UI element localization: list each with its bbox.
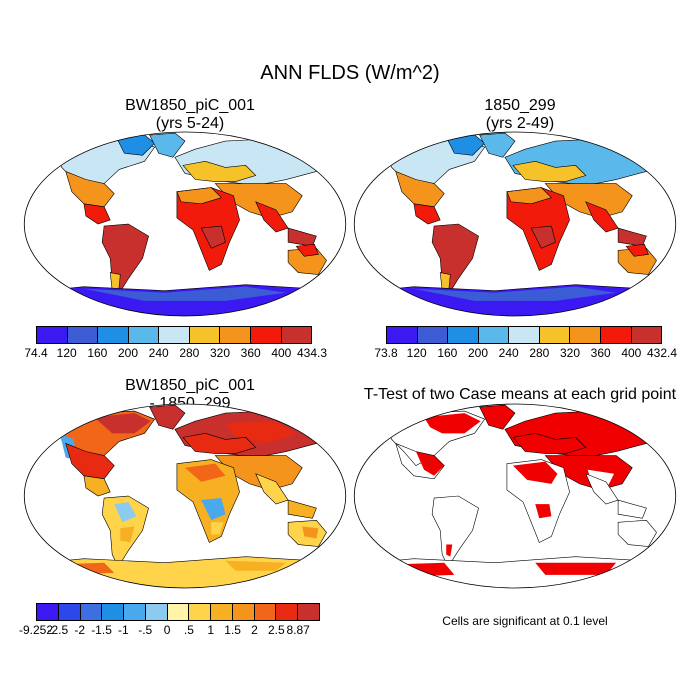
- colorbar-swatch: [570, 327, 601, 343]
- colorbar-tick-label: 2.5: [267, 623, 285, 637]
- colorbar-swatch: [211, 604, 233, 620]
- colorbar-tick-label: 0: [163, 623, 171, 637]
- colorbar-tick-label: 73.8: [374, 346, 398, 360]
- colorbar-tick-label: -2: [74, 623, 86, 637]
- panel-title-case1-line2: (yrs 5-24): [155, 115, 225, 132]
- colorbar-diff: [36, 603, 320, 621]
- colorbar-swatch: [159, 327, 190, 343]
- colorbar-tick-label: 434.3: [296, 346, 328, 360]
- colorbar-swatch: [67, 327, 99, 343]
- colorbar-swatch: [189, 327, 221, 343]
- colorbar-tick-label: 160: [87, 346, 108, 360]
- colorbar-swatch: [232, 604, 255, 620]
- panel-title-case1-line1: BW1850_piC_001: [125, 97, 255, 114]
- figure-title: ANN FLDS (W/m^2): [260, 62, 440, 84]
- colorbar-swatch: [124, 604, 146, 620]
- colorbar-swatch: [98, 327, 129, 343]
- colorbar-swatch: [254, 604, 277, 620]
- colorbar-tick-label: 1.5: [224, 623, 241, 637]
- colorbar-swatch: [448, 327, 479, 343]
- map-diff: [23, 403, 347, 589]
- colorbar-tick-label: 432.4: [646, 346, 678, 360]
- colorbar-tick-label: 360: [240, 346, 261, 360]
- colorbar-swatch: [417, 327, 449, 343]
- colorbar-swatch: [145, 604, 168, 620]
- colorbar-tick-label: 280: [179, 346, 200, 360]
- colorbar-tick-label: 1: [207, 623, 215, 637]
- colorbar-tick-label: 2: [251, 623, 258, 637]
- colorbar-swatch: [387, 327, 418, 343]
- colorbar-tick-label: 74.4: [24, 346, 48, 360]
- colorbar-swatch: [102, 604, 125, 620]
- colorbar-swatch: [281, 327, 312, 343]
- colorbar-tick-label: 8.87: [286, 623, 310, 637]
- colorbar-swatch: [128, 327, 160, 343]
- colorbar-swatch: [167, 604, 190, 620]
- colorbar-tick-label: 320: [209, 346, 231, 360]
- significance-note: Cells are significant at 0.1 level: [442, 614, 608, 628]
- panel-title-case1: BW1850_piC_001 (yrs 5-24): [60, 97, 320, 133]
- colorbar-swatch: [80, 604, 103, 620]
- colorbar-swatch: [189, 604, 212, 620]
- colorbar-case2: [386, 326, 662, 344]
- colorbar-tick-label: 240: [148, 346, 169, 360]
- colorbar-case2-labels: 73.8 120 160 200 240 280 320 360 400 432.4: [374, 346, 677, 360]
- colorbar-swatch: [298, 604, 319, 620]
- colorbar-case1-labels: 74.4 120 160 200 240 280 320 360 400 434.3: [24, 346, 327, 360]
- colorbar-tick-label: -1.5: [91, 623, 112, 637]
- panel-title-case2-line2: (yrs 2-49): [485, 115, 555, 132]
- colorbar-swatch: [37, 604, 59, 620]
- colorbar-tick-label: 240: [498, 346, 519, 360]
- colorbar-diff-labels: -9.252 -2.5 -2 -1.5 -1 -.5 0 .5 1 1.5 2 2.5 8.87: [19, 623, 320, 637]
- colorbar-tick-label: -1: [118, 623, 129, 637]
- colorbar-tick-label: 360: [590, 346, 611, 360]
- colorbar-swatch: [220, 327, 251, 343]
- panel-title-case2-line1: 1850_299: [484, 97, 556, 114]
- colorbar-swatch: [600, 327, 632, 343]
- colorbar-tick-label: 280: [529, 346, 550, 360]
- colorbar-tick-label: -2.5: [47, 623, 69, 637]
- colorbar-tick-label: 200: [117, 346, 139, 360]
- map-case1: [23, 131, 347, 317]
- map-ttest: [353, 403, 677, 589]
- panel-title-case2: 1850_299 (yrs 2-49): [390, 97, 650, 133]
- colorbar-swatch: [58, 604, 81, 620]
- colorbar-tick-label: 400: [621, 346, 642, 360]
- colorbar-swatch: [37, 327, 68, 343]
- colorbar-case1: [36, 326, 312, 344]
- colorbar-swatch: [509, 327, 540, 343]
- colorbar-tick-label: 120: [406, 346, 427, 360]
- map-case2: [353, 131, 677, 317]
- colorbar-tick-label: .5: [183, 623, 194, 637]
- panel-title-ttest: T-Test of two Case means at each grid po…: [363, 386, 677, 403]
- colorbar-tick-label: -.5: [138, 623, 153, 637]
- colorbar-swatch: [631, 327, 662, 343]
- colorbar-swatch: [276, 604, 299, 620]
- colorbar-tick-label: -9.252: [18, 623, 54, 637]
- colorbar-tick-label: 200: [467, 346, 489, 360]
- colorbar-tick-label: 400: [271, 346, 292, 360]
- colorbar-swatch: [539, 327, 571, 343]
- colorbar-tick-label: 120: [56, 346, 77, 360]
- panel-title-diff-line1: BW1850_piC_001: [125, 377, 255, 394]
- colorbar-tick-label: 320: [559, 346, 581, 360]
- colorbar-swatch: [250, 327, 282, 343]
- colorbar-swatch: [478, 327, 510, 343]
- colorbar-tick-label: 160: [437, 346, 458, 360]
